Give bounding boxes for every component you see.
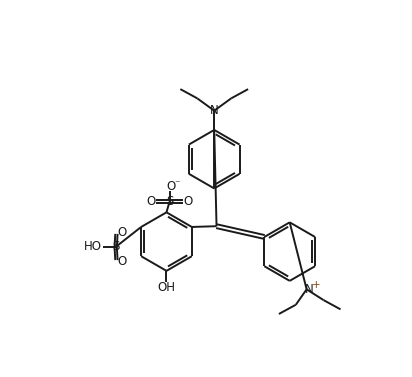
- Text: O: O: [146, 195, 156, 208]
- Text: N: N: [210, 104, 219, 117]
- Text: N: N: [304, 283, 313, 296]
- Text: O: O: [117, 226, 126, 239]
- Text: ⁻: ⁻: [175, 179, 180, 189]
- Text: O: O: [166, 180, 176, 193]
- Text: +: +: [311, 280, 320, 291]
- Text: O: O: [183, 195, 193, 208]
- Text: S: S: [166, 195, 173, 208]
- Text: HO: HO: [84, 241, 102, 253]
- Text: OH: OH: [157, 280, 176, 294]
- Text: S: S: [112, 241, 119, 253]
- Text: O: O: [117, 255, 126, 268]
